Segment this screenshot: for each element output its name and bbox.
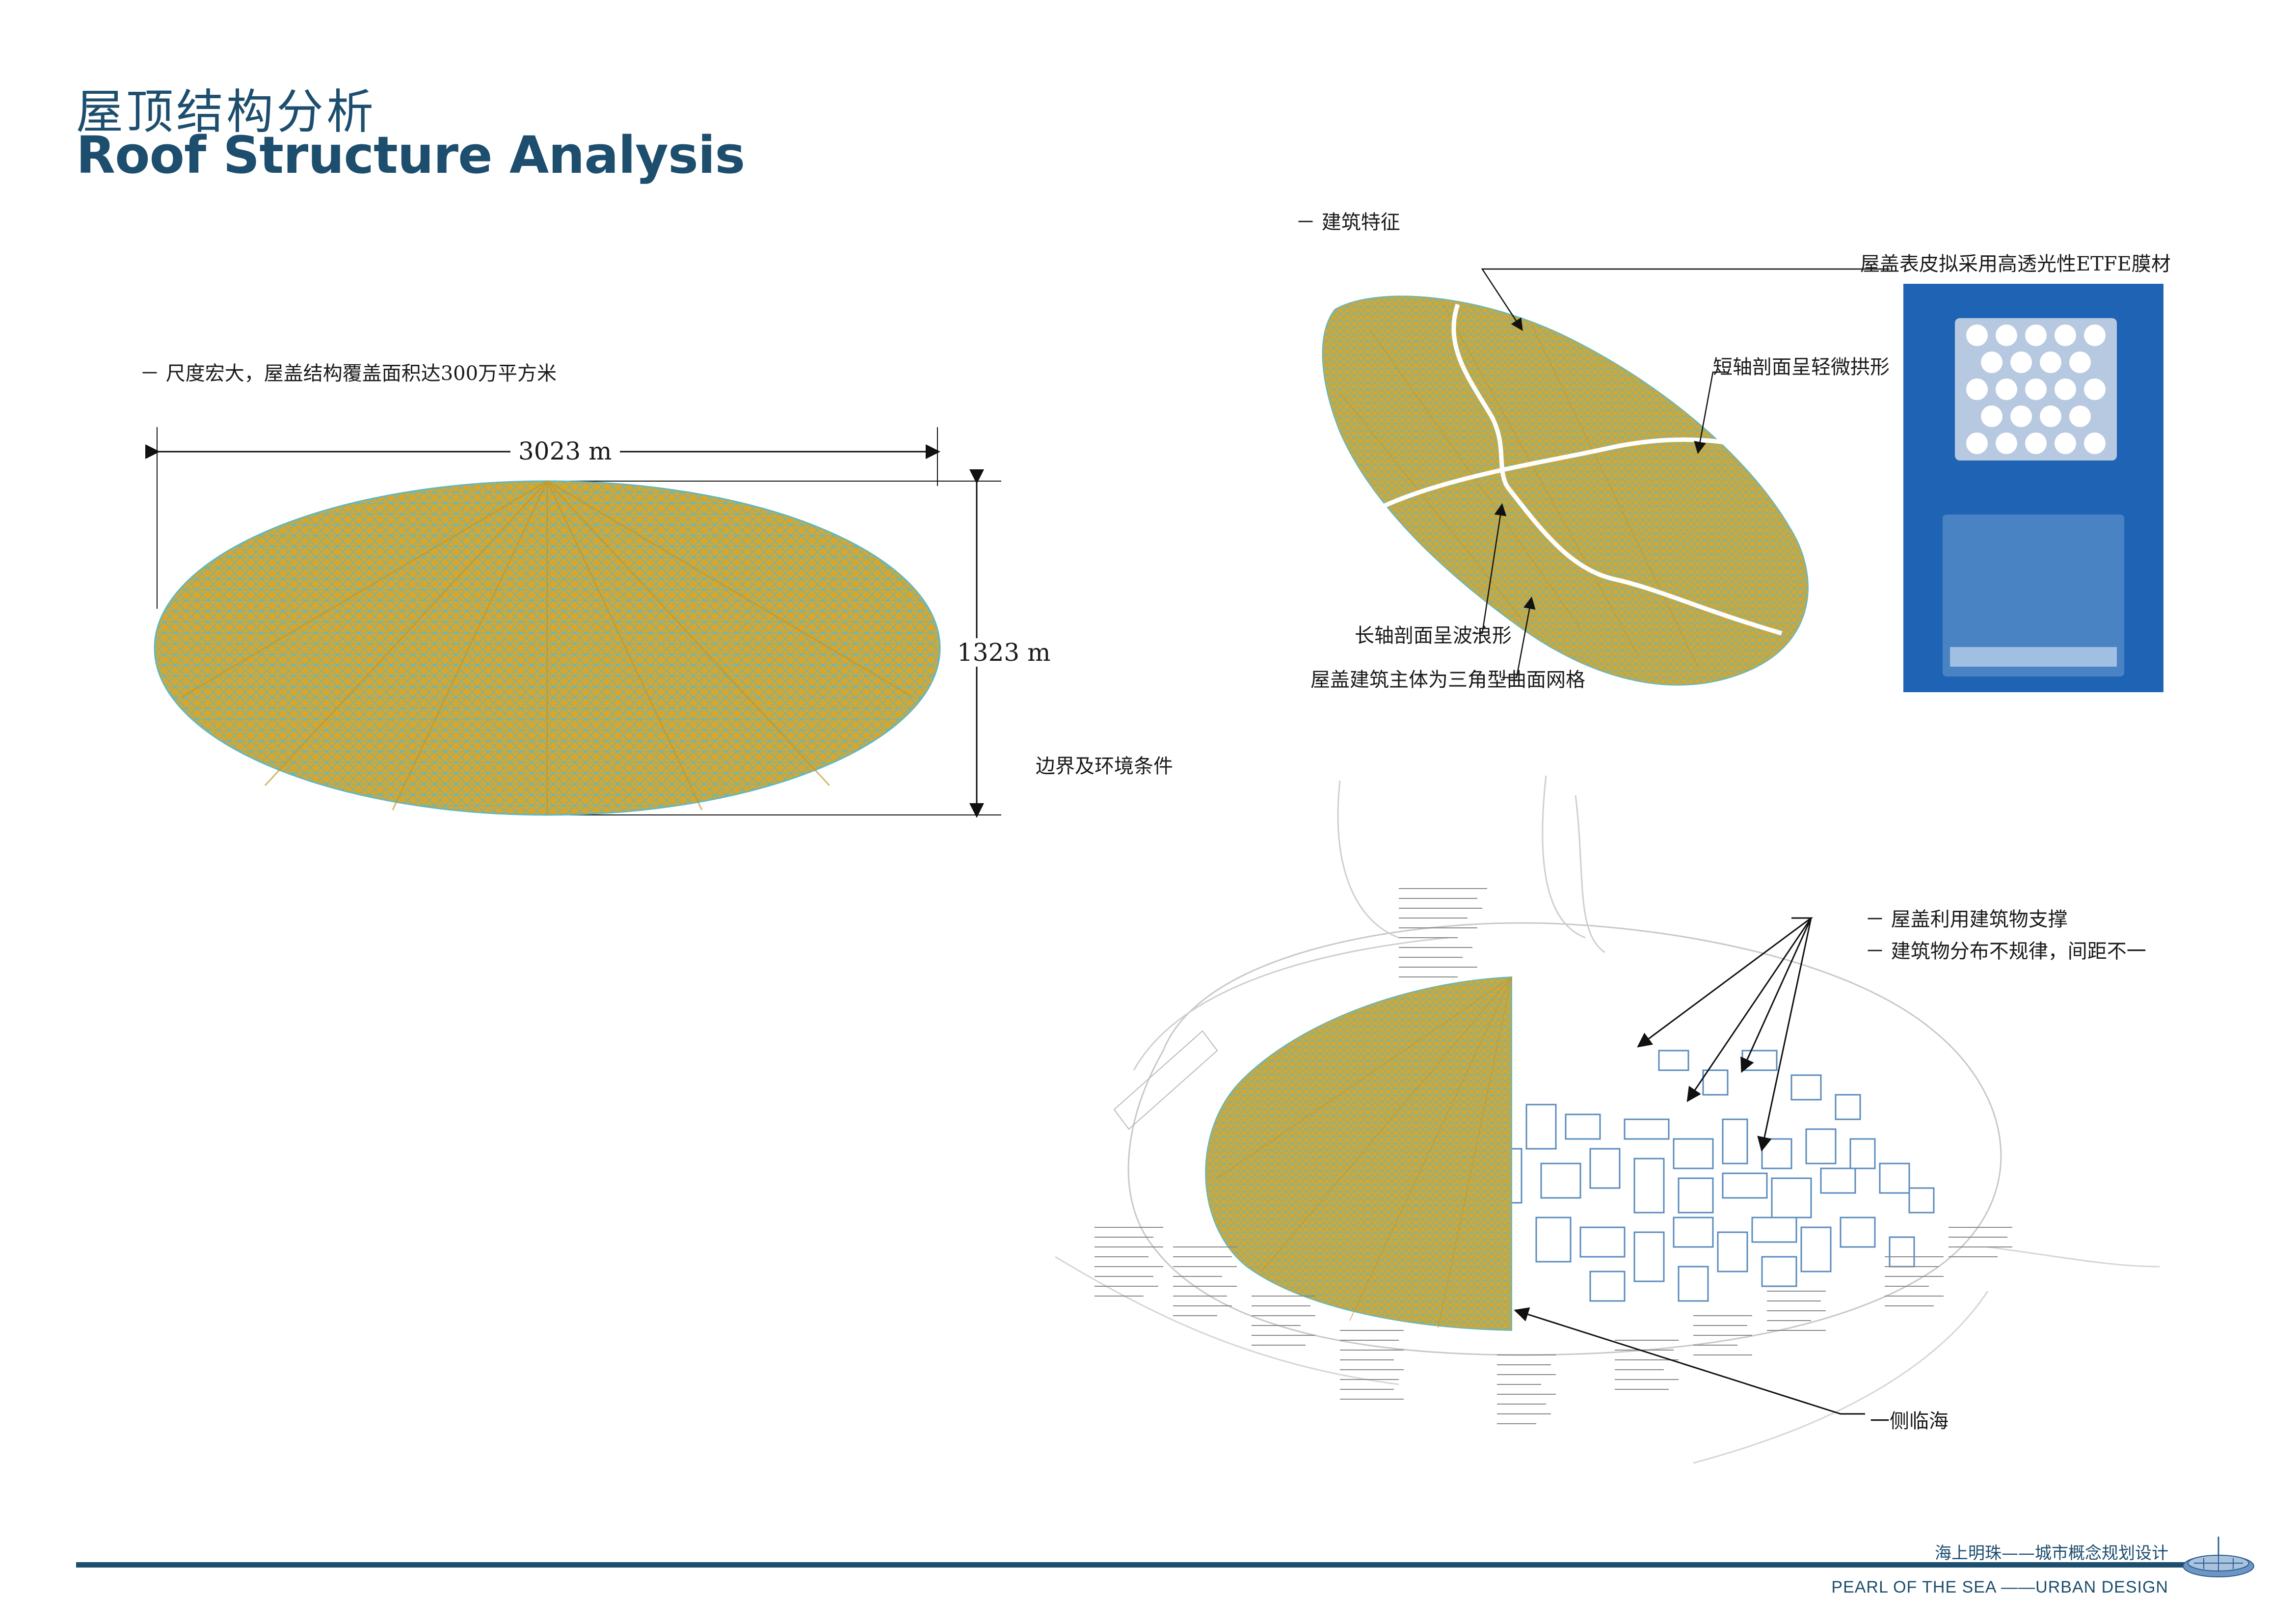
sea-side-label: 一侧临海: [1870, 1410, 1949, 1433]
site-plan-diagram: [1055, 776, 2160, 1464]
half-roof-overlay: [1205, 976, 1512, 1331]
roof-perspective-diagram: [1322, 268, 1890, 686]
callout-long-axis: 长轴剖面呈波浪形: [1355, 624, 1512, 647]
features-section-label: － 建筑特征: [1296, 211, 1400, 234]
footer-rule: [76, 1562, 2187, 1568]
short-axis-section: [1451, 303, 1509, 487]
etfe-photo-image: [1943, 318, 2124, 677]
width-label: 3023 m: [510, 437, 620, 465]
project-logo: [2183, 1537, 2254, 1577]
legend-marks: [1095, 888, 2012, 1424]
boundary-label: 边界及环境条件: [1036, 755, 1173, 778]
long-axis-section: [1505, 485, 1783, 636]
height-label: 1323 m: [952, 638, 1056, 667]
callout-short-axis: 短轴剖面呈轻微拱形: [1713, 356, 1890, 379]
etfe-sample-photo: [1903, 284, 2163, 692]
footer-project-cn: 海上明珠——城市概念规划设计: [1935, 1543, 2168, 1563]
roof-ribs: [181, 480, 913, 815]
roof-plan-diagram: [145, 427, 1001, 818]
callout-etfe: 屋盖表皮拟采用高透光性ETFE膜材: [1860, 253, 2171, 275]
scale-note: － 尺度宏大，屋盖结构覆盖面积达300万平方米: [140, 362, 557, 385]
building-blocks: [1496, 1050, 1935, 1302]
callout-triangular-mesh: 屋盖建筑主体为三角型曲面网格: [1310, 669, 1585, 691]
footer-project-en: PEARL OF THE SEA ——URBAN DESIGN: [1831, 1578, 2168, 1597]
page-title-cn: 屋顶结构分析: [76, 84, 376, 139]
site-outline: [1127, 922, 2002, 1356]
support-note: － 屋盖利用建筑物支撑: [1865, 908, 2068, 931]
roof-oblique-shape: [1322, 296, 1809, 686]
page-title-en: Roof Structure Analysis: [76, 125, 745, 185]
building-distribution-note: － 建筑物分布不规律，间距不一: [1865, 940, 2146, 963]
